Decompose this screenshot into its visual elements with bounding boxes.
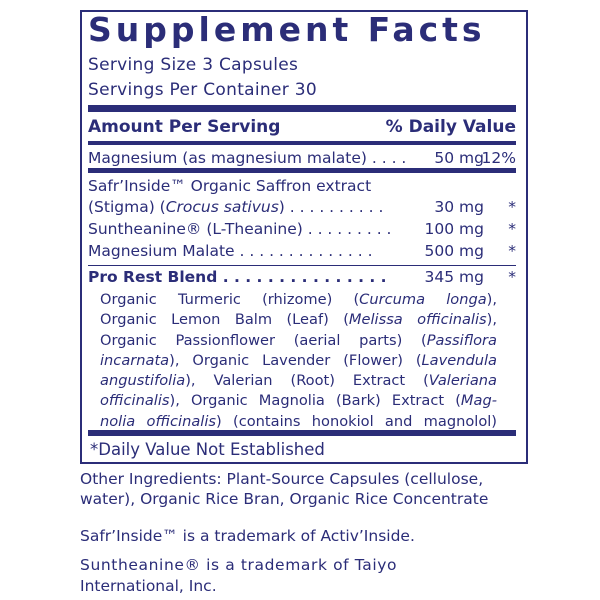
divider-thick <box>88 105 516 112</box>
blend-text: ), <box>486 311 497 329</box>
blend-text: Lavendula <box>421 351 497 369</box>
nutrient-amount: 345 mg <box>424 268 484 286</box>
nutrient-row: Pro Rest Blend . . . . . . . . . . . . .… <box>88 268 516 288</box>
serving-size: Serving Size 3 Capsules <box>88 55 299 75</box>
nutrient-amount: 500 mg <box>424 242 484 260</box>
trademark-note: Suntheanine® is a trademark of Taiyo <box>80 556 398 574</box>
nutrient-amount: 100 mg <box>424 220 484 238</box>
divider-medium <box>88 141 516 145</box>
nutrient-daily-value: * <box>508 242 516 260</box>
blend-line: Organic Passionflower (aerial parts) (Pa… <box>100 331 497 351</box>
blend-text: ), Organic Lavender (Flower) ( <box>169 351 422 369</box>
nutrient-daily-value: * <box>508 268 516 286</box>
other-ingredients-line: water), Organic Rice Bran, Organic Rice … <box>80 490 489 508</box>
blend-text: Organic Turmeric (rhizome) ( <box>100 291 360 308</box>
trademark-note: International, Inc. <box>80 577 217 595</box>
supplement-facts-panel <box>80 10 528 464</box>
blend-line: Organic Lemon Balm (Leaf) (Melissa offic… <box>100 310 497 330</box>
servings-per-container: Servings Per Container 30 <box>88 80 317 100</box>
blend-text: ), Organic Magnolia (Bark) Extract ( <box>169 392 461 410</box>
divider-thick <box>88 430 516 436</box>
blend-text: Curcuma longa <box>359 291 487 308</box>
blend-text: Passiflora <box>426 331 497 349</box>
blend-text: officinalis <box>100 392 170 410</box>
blend-text: angustifolia <box>100 372 186 390</box>
nutrient-amount: 50 mg <box>434 149 484 167</box>
header-daily-value: % Daily Value <box>385 117 516 137</box>
divider-medium <box>88 168 516 173</box>
nutrient-name-part: (Stigma) ( <box>88 198 166 216</box>
blend-text: ), Valerian (Root) Extract ( <box>185 372 429 390</box>
blend-text: ) (contains honokiol and magnolol) <box>216 412 497 430</box>
nutrient-name: Pro Rest Blend . . . . . . . . . . . . .… <box>88 268 387 286</box>
blend-text: Mag- <box>460 392 497 410</box>
blend-text: nolia officinalis <box>100 412 217 430</box>
trademark-note: Safr’Inside™ is a trademark of Activ’Ins… <box>80 527 415 545</box>
nutrient-row: Magnesium (as magnesium malate) . . . . 5… <box>88 149 516 169</box>
nutrient-row: (Stigma) (Crocus sativus) . . . . . . . … <box>88 198 516 218</box>
blend-line: nolia officinalis) (contains honokiol an… <box>100 412 497 432</box>
nutrient-row: Safr’Inside™ Organic Saffron extract <box>88 177 516 197</box>
nutrient-row: Magnesium Malate . . . . . . . . . . . .… <box>88 242 516 262</box>
nutrient-daily-value: * <box>508 198 516 216</box>
blend-line: officinalis), Organic Magnolia (Bark) Ex… <box>100 391 497 411</box>
nutrient-name-part: Crocus sativus <box>165 198 279 216</box>
blend-text: Organic Lemon Balm (Leaf) ( <box>100 311 349 329</box>
nutrient-daily-value: 12% <box>481 149 516 167</box>
blend-text: Organic Passionflower (aerial parts) ( <box>100 331 427 349</box>
nutrient-name: Magnesium (as magnesium malate) . . . . <box>88 149 407 167</box>
blend-line: Organic Turmeric (rhizome) (Curcuma long… <box>100 290 497 310</box>
nutrient-name: Safr’Inside™ Organic Saffron extract <box>88 177 372 195</box>
blend-line: incarnata), Organic Lavender (Flower) (L… <box>100 351 497 371</box>
header-amount: Amount Per Serving <box>88 117 281 137</box>
blend-ingredients: Organic Turmeric (rhizome) (Curcuma long… <box>100 290 497 432</box>
nutrient-row: Suntheanine® (L-Theanine) . . . . . . . … <box>88 220 516 240</box>
blend-text: incarnata <box>100 351 170 369</box>
blend-text: Valeriana <box>428 372 497 390</box>
blend-text: Melissa officinalis <box>348 311 487 329</box>
nutrient-daily-value: * <box>508 220 516 238</box>
other-ingredients-line: Other Ingredients: Plant-Source Capsules… <box>80 470 484 488</box>
nutrient-name: (Stigma) (Crocus sativus) . . . . . . . … <box>88 198 383 216</box>
nutrient-name-part: ) . . . . . . . . . . <box>278 198 384 216</box>
divider-thin <box>88 265 516 266</box>
blend-line: angustifolia), Valerian (Root) Extract (… <box>100 371 497 391</box>
nutrient-name: Suntheanine® (L-Theanine) . . . . . . . … <box>88 220 392 238</box>
nutrient-amount: 30 mg <box>434 198 484 216</box>
panel-title: Supplement Facts <box>88 10 486 49</box>
nutrient-name: Magnesium Malate . . . . . . . . . . . .… <box>88 242 373 260</box>
blend-text: ), <box>486 291 498 308</box>
footnote: *Daily Value Not Established <box>90 440 325 459</box>
